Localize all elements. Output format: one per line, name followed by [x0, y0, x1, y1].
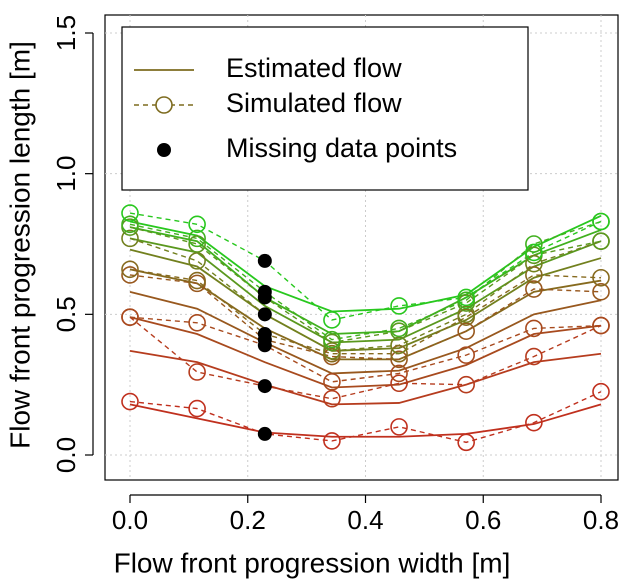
- simulated-point: [592, 268, 610, 287]
- simulated-point: [525, 235, 543, 253]
- legend-box: [121, 26, 529, 191]
- legend: Estimated flow Simulated flow Missing data…: [121, 26, 529, 191]
- missing-point: [257, 379, 272, 394]
- simulated-point: [457, 433, 475, 452]
- missing-point: [257, 253, 272, 268]
- simulated-point: [457, 305, 475, 324]
- simulated-point: [525, 319, 543, 338]
- missing-point: [257, 426, 272, 441]
- simulated-point: [592, 212, 610, 231]
- x-axis-label: Flow front progression width [m]: [114, 547, 511, 578]
- simulated-point: [121, 308, 139, 326]
- simulated-point: [592, 283, 610, 301]
- simulated-point: [188, 271, 206, 290]
- missing-point: [257, 307, 272, 322]
- simulated-point: [457, 346, 475, 364]
- simulated-point: [390, 350, 408, 369]
- x-tick-label: 0.0: [112, 505, 148, 535]
- legend-label: Missing data points: [226, 133, 457, 163]
- legend-marker: [155, 96, 173, 114]
- estimated-line: [129, 215, 602, 313]
- simulated-point: [121, 215, 139, 234]
- simulated-point: [390, 297, 408, 315]
- estimated-line: [129, 226, 602, 335]
- simulated-point: [525, 280, 543, 298]
- simulated-point: [188, 229, 206, 248]
- simulated-point: [390, 418, 408, 436]
- plot-area: [121, 204, 610, 452]
- simulated-point: [525, 254, 543, 273]
- legend-marker: [157, 143, 171, 157]
- y-tick-label: 1.0: [51, 156, 81, 192]
- simulated-point: [188, 215, 206, 234]
- simulated-point: [323, 342, 341, 360]
- legend-label: Simulated flow: [226, 88, 402, 118]
- y-axis-label: Flow front progression length [m]: [4, 41, 35, 449]
- simulated-point: [592, 316, 610, 335]
- simulated-line: [129, 391, 602, 444]
- simulated-point: [323, 432, 341, 450]
- simulated-point: [188, 363, 206, 381]
- estimated-line: [129, 350, 602, 406]
- simulated-point: [121, 260, 139, 279]
- simulated-point: [390, 319, 408, 338]
- x-tick-label: 0.8: [583, 505, 619, 535]
- x-tick-label: 0.4: [347, 505, 383, 535]
- simulated-point: [390, 364, 408, 383]
- simulated-line: [129, 268, 602, 355]
- simulated-point: [390, 344, 408, 363]
- simulated-line: [129, 274, 602, 361]
- y-tick-label: 0.0: [51, 437, 81, 473]
- simulated-point: [525, 413, 543, 432]
- simulated-point: [390, 374, 408, 393]
- simulated-point: [525, 347, 543, 366]
- simulated-point: [323, 373, 341, 391]
- x-tick-label: 0.6: [465, 505, 501, 535]
- simulated-point: [121, 204, 139, 222]
- simulated-point: [323, 330, 341, 349]
- plot-frame: [104, 14, 619, 481]
- simulated-line: [129, 226, 602, 344]
- simulated-point: [188, 399, 206, 418]
- estimated-line: [129, 237, 602, 344]
- simulated-point: [323, 389, 341, 408]
- estimated-line: [129, 403, 602, 438]
- simulated-line: [129, 220, 602, 341]
- legend-label: Estimated flow: [226, 53, 402, 83]
- missing-point: [257, 327, 272, 342]
- estimated-line: [129, 316, 602, 389]
- estimated-line: [129, 268, 602, 361]
- estimated-line: [129, 248, 602, 352]
- simulated-point: [592, 382, 610, 401]
- simulated-point: [457, 288, 475, 307]
- simulated-point: [457, 322, 475, 341]
- simulated-point: [457, 375, 475, 394]
- simulated-line: [129, 237, 602, 352]
- estimated-line: [129, 290, 602, 375]
- missing-point: [257, 284, 272, 299]
- simulated-point: [121, 266, 139, 284]
- simulated-point: [323, 311, 341, 329]
- simulated-point: [121, 392, 139, 411]
- x-tick-label: 0.2: [230, 505, 266, 535]
- simulated-point: [121, 229, 139, 248]
- simulated-point: [390, 336, 408, 355]
- simulated-point: [592, 232, 610, 250]
- simulated-point: [188, 313, 206, 332]
- simulated-point: [525, 266, 543, 284]
- y-tick-label: 0.5: [51, 296, 81, 332]
- simulated-point: [188, 235, 206, 253]
- y-tick-label: 1.5: [51, 15, 81, 51]
- simulated-point: [188, 252, 206, 270]
- simulated-point: [525, 243, 543, 262]
